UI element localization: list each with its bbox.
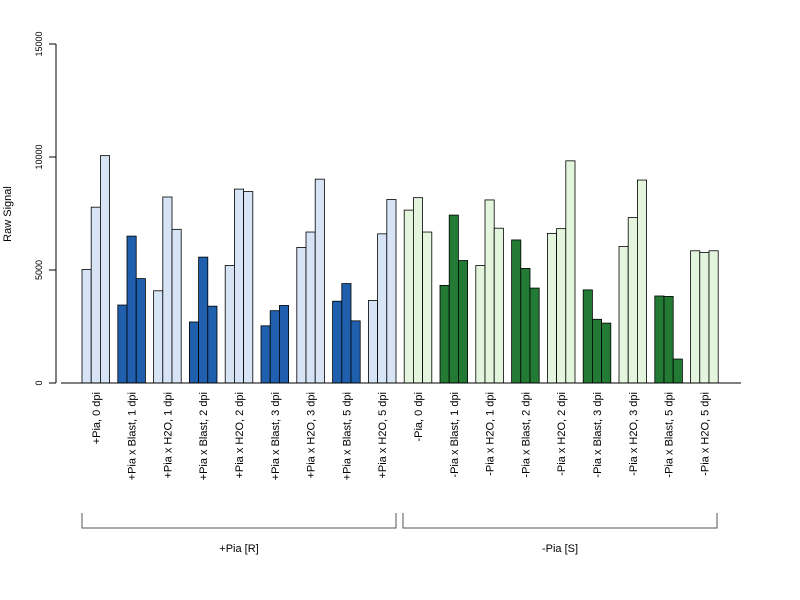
- bar: [582, 289, 593, 384]
- x-tick-label: -Pia x Blast, 2 dpi: [520, 392, 532, 478]
- bar: [278, 305, 289, 384]
- bar: [672, 358, 683, 384]
- x-tick-label: -Pia x H2O, 2 dpi: [556, 392, 568, 476]
- y-tick-label: 5000: [34, 260, 44, 280]
- bar: [341, 283, 352, 384]
- bar: [243, 191, 254, 384]
- group-brackets: +Pia [R] -Pia [S]: [81, 513, 718, 555]
- x-tick-label: -Pia x H2O, 1 dpi: [485, 392, 497, 476]
- group-label: +Pia [R]: [219, 543, 258, 555]
- bar: [314, 178, 325, 384]
- x-tick-label: +Pia, 0 dpi: [91, 392, 103, 444]
- y-axis-label: Raw Signal: [2, 186, 14, 242]
- x-tick-labels: +Pia, 0 dpi +Pia x Blast, 1 dpi +Pia x H2O…: [91, 392, 712, 480]
- bar: [260, 325, 271, 384]
- group-label: -Pia [S]: [542, 543, 578, 555]
- bar: [457, 260, 468, 384]
- x-tick-label: -Pia x H2O, 5 dpi: [699, 392, 711, 476]
- bar: [207, 305, 218, 384]
- bar: [601, 322, 612, 384]
- y-tick-label: 15000: [34, 31, 44, 56]
- bar: [386, 199, 397, 384]
- bar: [81, 269, 92, 384]
- y-tick-label: 0: [34, 380, 44, 385]
- bar: [162, 196, 173, 384]
- bar: [188, 321, 199, 384]
- bar: [448, 214, 459, 384]
- x-tick-label: +Pia x Blast, 5 dpi: [341, 392, 353, 480]
- x-tick-label: +Pia x H2O, 3 dpi: [306, 392, 318, 479]
- bar: [224, 265, 235, 384]
- bar: [350, 320, 361, 384]
- bar: [529, 287, 540, 384]
- bar: [332, 300, 343, 384]
- bar: [511, 239, 522, 384]
- bar: [135, 278, 146, 384]
- bar: [493, 227, 504, 384]
- x-tick-label: -Pia x Blast, 5 dpi: [664, 392, 676, 478]
- x-tick-label: +Pia x H2O, 1 dpi: [162, 392, 174, 479]
- x-tick-label: +Pia x Blast, 1 dpi: [127, 392, 139, 480]
- bar: [637, 179, 648, 384]
- bar: [708, 250, 719, 384]
- bar: [296, 246, 307, 384]
- bar: [618, 246, 629, 384]
- bar: [305, 231, 316, 384]
- bar: [117, 304, 128, 384]
- x-tick-label: +Pia x Blast, 2 dpi: [198, 392, 210, 480]
- bar: [699, 252, 710, 384]
- bar: [269, 310, 280, 384]
- group-bracket: [81, 513, 397, 529]
- bar: [663, 296, 674, 384]
- x-tick-label: +Pia x Blast, 3 dpi: [270, 392, 282, 480]
- x-tick-label: -Pia x Blast, 1 dpi: [449, 392, 461, 478]
- bar: [412, 197, 423, 384]
- bar: [520, 268, 531, 384]
- bar: [547, 232, 558, 384]
- bar: [565, 160, 576, 384]
- y-axis: 0 5000 10000 15000: [34, 31, 57, 386]
- bar: [367, 300, 378, 384]
- bar: [233, 188, 244, 384]
- bars: [81, 155, 719, 384]
- bar: [377, 233, 388, 384]
- x-tick-label: -Pia, 0 dpi: [413, 392, 425, 442]
- bar: [126, 235, 137, 384]
- bar: [556, 228, 567, 384]
- bar: [100, 155, 111, 384]
- x-tick-label: +Pia x H2O, 5 dpi: [377, 392, 389, 479]
- bar: [198, 256, 209, 384]
- bar: [403, 209, 414, 384]
- group-bracket: [402, 513, 718, 529]
- x-tick-label: -Pia x H2O, 3 dpi: [628, 392, 640, 476]
- bar: [475, 265, 486, 384]
- bar: [654, 295, 665, 384]
- x-tick-label: -Pia x Blast, 3 dpi: [592, 392, 604, 478]
- bar: [422, 231, 433, 384]
- bar: [171, 228, 182, 384]
- bar: [690, 250, 701, 384]
- bar: [627, 217, 638, 384]
- bar: [90, 206, 101, 384]
- bar: [439, 284, 450, 384]
- x-tick-label: +Pia x H2O, 2 dpi: [234, 392, 246, 479]
- bar: [153, 290, 164, 384]
- bar: [484, 199, 495, 384]
- y-tick-label: 10000: [34, 144, 44, 169]
- bar: [592, 318, 603, 384]
